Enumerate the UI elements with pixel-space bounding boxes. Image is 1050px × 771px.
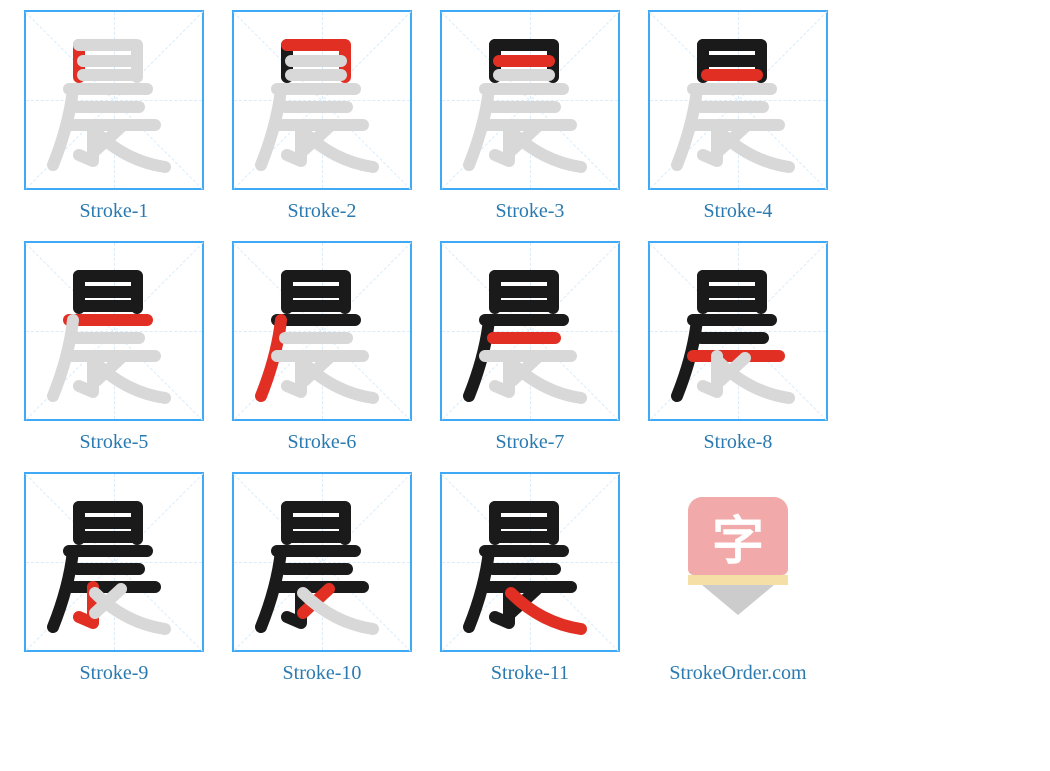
glyph-wrap bbox=[39, 25, 189, 175]
stroke-caption[interactable]: Stroke-1 bbox=[80, 200, 149, 223]
stroke-cell: Stroke-3 bbox=[426, 10, 634, 223]
stroke-caption-text[interactable]: Stroke-1 bbox=[80, 200, 149, 222]
site-logo: 字 bbox=[683, 497, 793, 627]
stroke-tile bbox=[232, 241, 412, 421]
stroke-caption-text[interactable]: Stroke-5 bbox=[80, 431, 149, 453]
stroke-order-grid: Stroke-1 Stroke-2 Stroke-3 Stroke-4 Stroke-5… bbox=[10, 10, 1040, 703]
glyph-wrap bbox=[39, 487, 189, 637]
stroke-caption-text[interactable]: Stroke-8 bbox=[704, 431, 773, 453]
glyph-wrap bbox=[455, 256, 605, 406]
stroke-cell: Stroke-7 bbox=[426, 241, 634, 454]
stroke-caption-text[interactable]: Stroke-10 bbox=[283, 662, 362, 684]
stroke-caption-text[interactable]: Stroke-2 bbox=[288, 200, 357, 222]
glyph-wrap bbox=[663, 256, 813, 406]
site-link[interactable]: StrokeOrder.com bbox=[669, 662, 806, 685]
stroke-tile bbox=[648, 241, 828, 421]
glyph-wrap bbox=[247, 256, 397, 406]
stroke-cell: Stroke-5 bbox=[10, 241, 218, 454]
glyph-wrap bbox=[455, 487, 605, 637]
character-glyph bbox=[663, 25, 813, 175]
character-glyph bbox=[455, 25, 605, 175]
stroke-caption-text[interactable]: Stroke-9 bbox=[80, 662, 149, 684]
character-glyph bbox=[247, 25, 397, 175]
logo-tile: 字 bbox=[648, 472, 828, 652]
character-glyph bbox=[247, 256, 397, 406]
stroke-tile bbox=[232, 472, 412, 652]
stroke-cell: Stroke-9 bbox=[10, 472, 218, 685]
stroke-tile bbox=[440, 10, 620, 190]
stroke-caption[interactable]: Stroke-6 bbox=[288, 431, 357, 454]
stroke-cell: Stroke-1 bbox=[10, 10, 218, 223]
stroke-cell: Stroke-10 bbox=[218, 472, 426, 685]
stroke-caption[interactable]: Stroke-2 bbox=[288, 200, 357, 223]
stroke-caption[interactable]: Stroke-7 bbox=[496, 431, 565, 454]
site-link-text[interactable]: StrokeOrder.com bbox=[669, 662, 806, 684]
stroke-caption[interactable]: Stroke-3 bbox=[496, 200, 565, 223]
stroke-cell: Stroke-6 bbox=[218, 241, 426, 454]
stroke-caption-text[interactable]: Stroke-4 bbox=[704, 200, 773, 222]
stroke-tile bbox=[440, 241, 620, 421]
character-glyph bbox=[455, 256, 605, 406]
stroke-caption[interactable]: Stroke-8 bbox=[704, 431, 773, 454]
glyph-wrap bbox=[455, 25, 605, 175]
character-glyph bbox=[39, 487, 189, 637]
stroke-cell: Stroke-11 bbox=[426, 472, 634, 685]
stroke-cell: Stroke-2 bbox=[218, 10, 426, 223]
character-glyph bbox=[455, 487, 605, 637]
stroke-caption[interactable]: Stroke-10 bbox=[283, 662, 362, 685]
glyph-wrap bbox=[663, 25, 813, 175]
logo-cell: 字 StrokeOrder.com bbox=[634, 472, 842, 685]
stroke-caption-text[interactable]: Stroke-6 bbox=[288, 431, 357, 453]
stroke-cell: Stroke-4 bbox=[634, 10, 842, 223]
character-glyph bbox=[247, 487, 397, 637]
character-glyph bbox=[39, 256, 189, 406]
glyph-wrap bbox=[247, 487, 397, 637]
stroke-tile bbox=[232, 10, 412, 190]
stroke-caption[interactable]: Stroke-4 bbox=[704, 200, 773, 223]
stroke-tile bbox=[24, 10, 204, 190]
stroke-caption-text[interactable]: Stroke-11 bbox=[491, 662, 569, 684]
stroke-caption[interactable]: Stroke-5 bbox=[80, 431, 149, 454]
character-glyph bbox=[39, 25, 189, 175]
stroke-tile bbox=[648, 10, 828, 190]
stroke-caption[interactable]: Stroke-9 bbox=[80, 662, 149, 685]
stroke-caption-text[interactable]: Stroke-7 bbox=[496, 431, 565, 453]
site-logo-glyph: 字 bbox=[688, 497, 788, 575]
stroke-cell: Stroke-8 bbox=[634, 241, 842, 454]
glyph-wrap bbox=[247, 25, 397, 175]
stroke-tile bbox=[440, 472, 620, 652]
site-logo-tip-icon bbox=[702, 585, 774, 615]
character-glyph bbox=[663, 256, 813, 406]
glyph-wrap bbox=[39, 256, 189, 406]
stroke-caption[interactable]: Stroke-11 bbox=[491, 662, 569, 685]
stroke-tile bbox=[24, 241, 204, 421]
stroke-caption-text[interactable]: Stroke-3 bbox=[496, 200, 565, 222]
stroke-tile bbox=[24, 472, 204, 652]
site-logo-band bbox=[688, 575, 788, 585]
